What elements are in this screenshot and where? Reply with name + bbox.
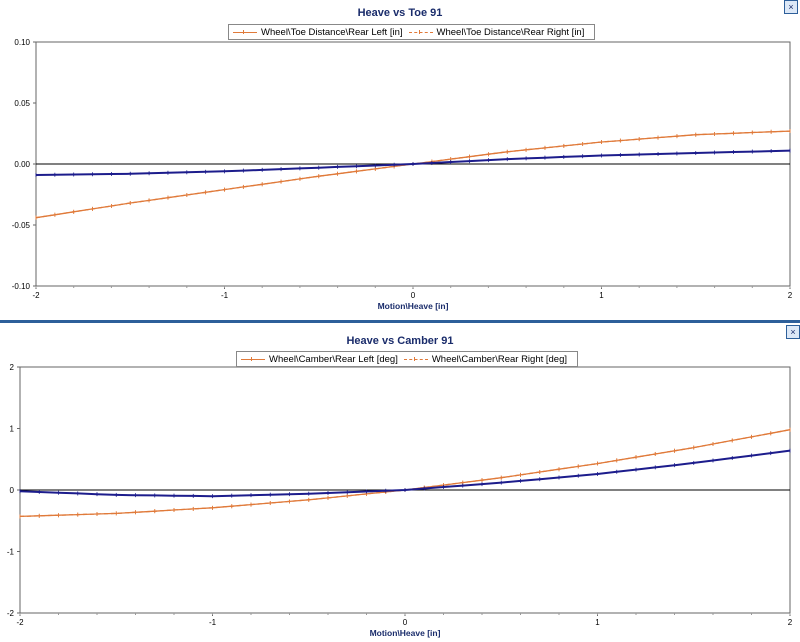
y-tick-label: -1 [7,548,15,557]
legend-swatch-solid [233,27,257,37]
x-tick-label: 2 [788,291,793,300]
x-tick-label: 2 [788,618,793,627]
y-tick-label: 0.05 [14,99,30,108]
y-tick-label: 0 [10,486,15,495]
x-axis-title: Motion\Heave [in] [378,301,449,311]
x-tick-label: 1 [599,291,604,300]
x-tick-label: 0 [411,291,416,300]
legend-swatch-dashed [403,354,428,364]
close-window-button[interactable]: × [784,0,798,14]
chart-legend: Wheel\Toe Distance\Rear Left [in] Wheel\… [228,24,596,40]
chart-title: Heave vs Toe 91 [357,7,443,19]
x-tick-label: 0 [403,618,408,627]
chart-legend: Wheel\Camber\Rear Left [deg] Wheel\Cambe… [236,351,579,367]
y-tick-label: -2 [7,609,15,618]
legend-label: Wheel\Toe Distance\Rear Right [in] [436,26,585,38]
x-tick-label: -2 [16,618,24,627]
toe-chart: -0.10 -0.05 0.00 0.05 0.10 -2 -1 0 1 2 Motion\Heav… [12,38,793,311]
y-tick-label: 0.10 [14,38,30,47]
camber-chart: -2 -1 0 1 2 -2 -1 0 1 2 Motion\Heave [in] [7,363,793,638]
x-tick-label: -2 [32,291,40,300]
legend-item-rear-right: Wheel\Camber\Rear Right [deg] [403,353,568,365]
legend-item-rear-left: Wheel\Camber\Rear Left [deg] [241,354,398,365]
y-tick-label: -0.05 [12,221,31,230]
y-tick-label: 0.00 [14,160,30,169]
legend-item-rear-right: Wheel\Toe Distance\Rear Right [in] [408,26,585,38]
legend-item-rear-left: Wheel\Toe Distance\Rear Left [in] [233,27,403,38]
x-tick-label: -1 [209,618,217,627]
chart-window-camber: -2 -1 0 1 2 -2 -1 0 1 2 Motion\Heave [in] Heave vs… [0,320,800,642]
x-tick-label: -1 [221,291,229,300]
legend-label: Wheel\Toe Distance\Rear Left [in] [261,26,403,38]
legend-swatch-solid [241,354,265,364]
y-tick-label: 2 [10,363,15,372]
legend-label: Wheel\Camber\Rear Right [deg] [431,353,568,365]
x-tick-label: 1 [595,618,600,627]
chart-window-toe: -0.10 -0.05 0.00 0.05 0.10 -2 -1 0 1 2 Motion\Heav… [0,0,800,320]
legend-label: Wheel\Camber\Rear Left [deg] [269,353,398,365]
y-tick-label: -0.10 [12,282,31,291]
chart-title: Heave vs Camber 91 [346,335,454,347]
legend-swatch-dashed [408,27,433,37]
close-window-button[interactable]: × [786,325,800,339]
y-tick-label: 1 [10,425,15,434]
x-axis-title: Motion\Heave [in] [370,628,441,638]
